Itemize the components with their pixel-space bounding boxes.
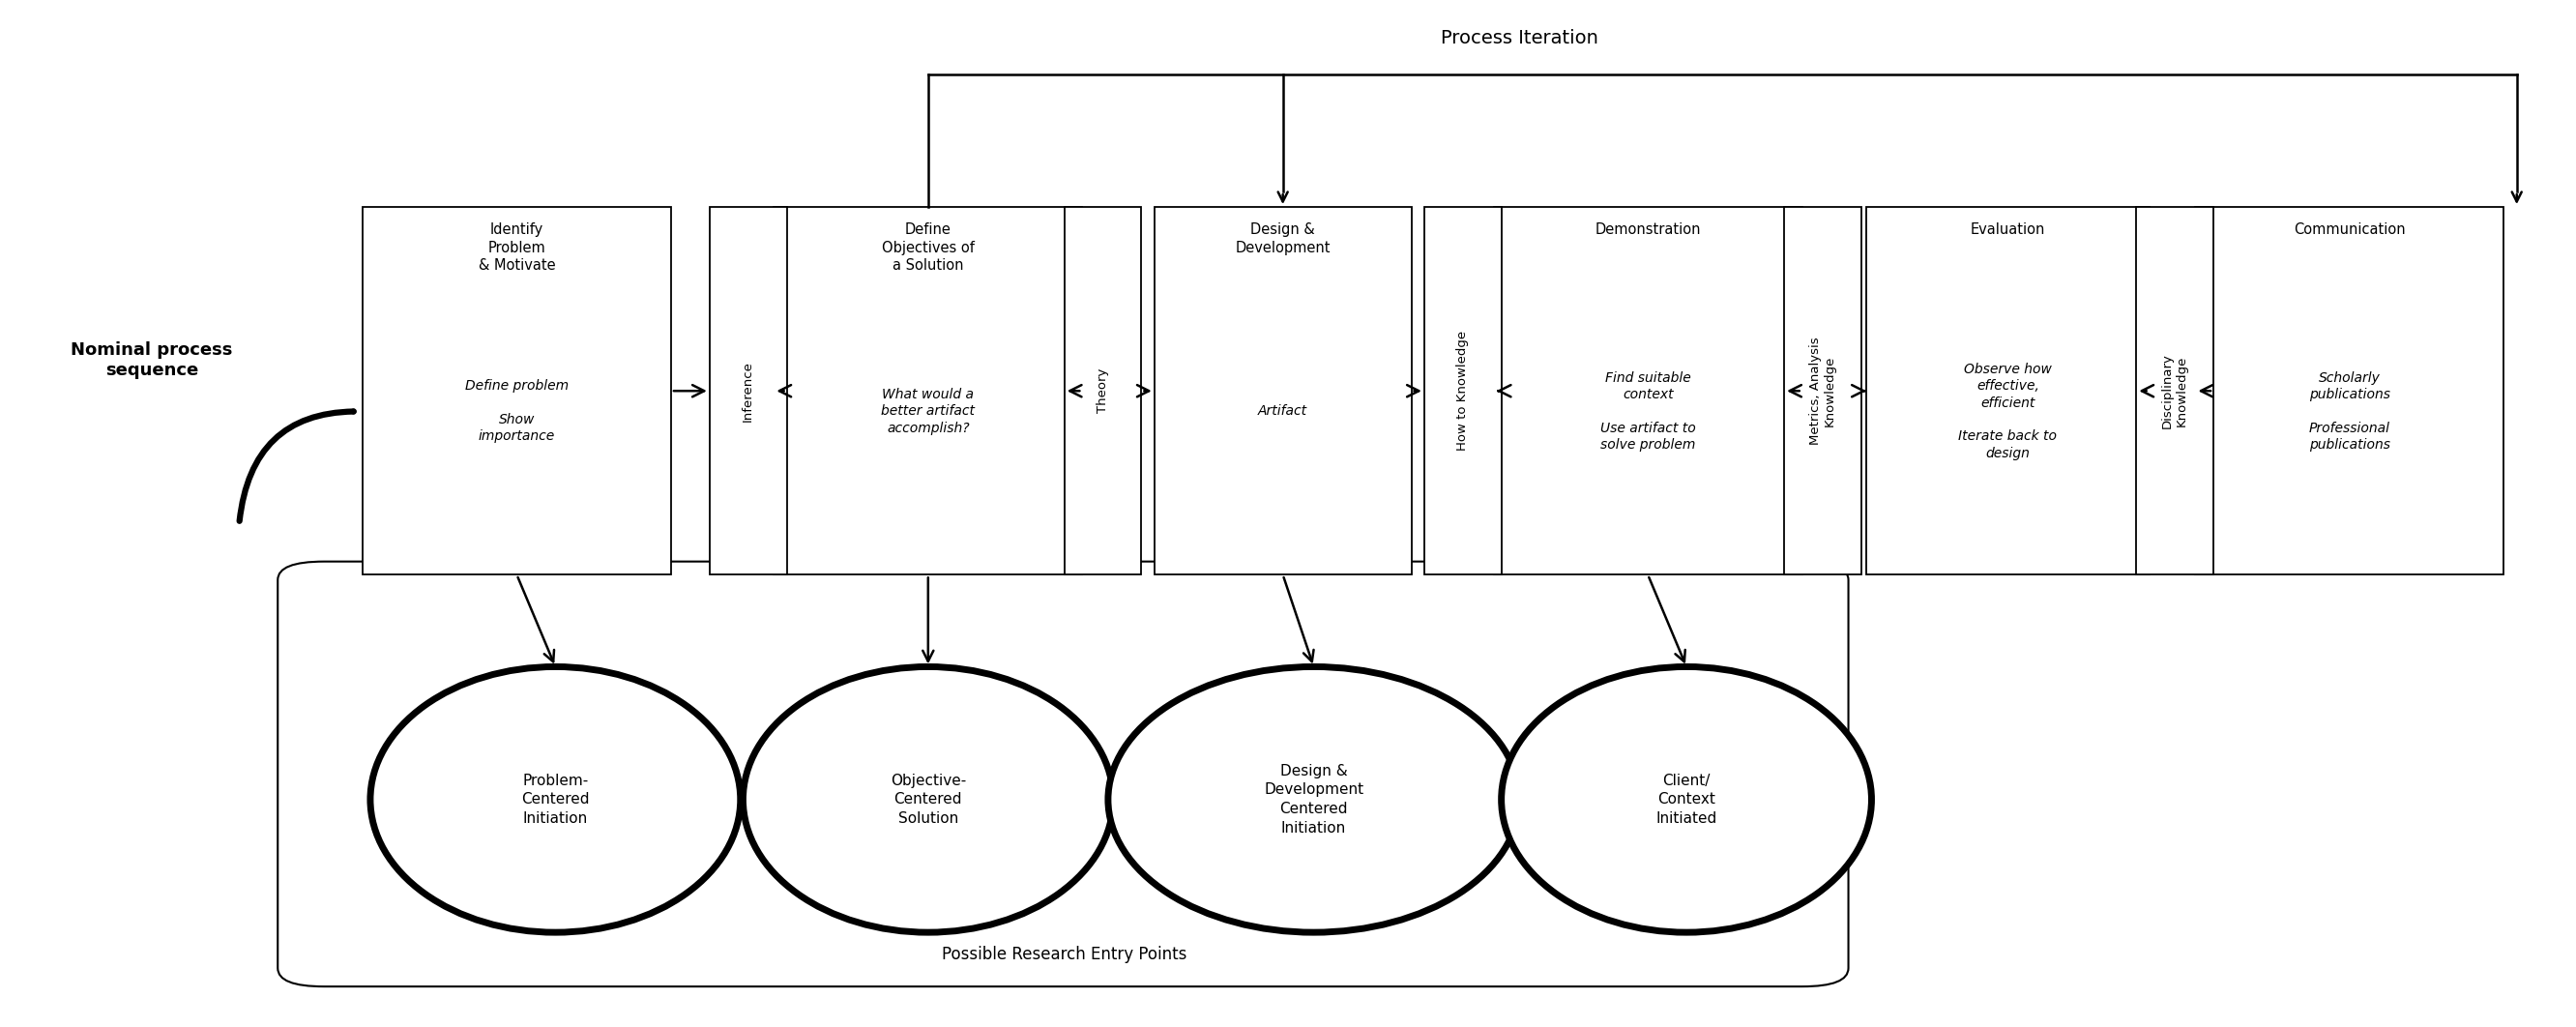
Bar: [1425, 207, 1502, 575]
Text: Communication: Communication: [2293, 222, 2406, 237]
Text: Define problem

Show
importance: Define problem Show importance: [466, 379, 569, 444]
Bar: [2195, 207, 2504, 575]
Text: Process Iteration: Process Iteration: [1440, 29, 1597, 47]
Bar: [1868, 207, 2148, 575]
FancyArrowPatch shape: [240, 412, 353, 521]
Text: Design &
Development
Centered
Initiation: Design & Development Centered Initiation: [1265, 764, 1363, 836]
Text: Problem-
Centered
Initiation: Problem- Centered Initiation: [520, 773, 590, 826]
Text: Artifact: Artifact: [1257, 405, 1309, 418]
Ellipse shape: [1502, 667, 1873, 933]
FancyBboxPatch shape: [278, 562, 1850, 987]
Text: Inference: Inference: [742, 360, 755, 421]
Bar: [1785, 207, 1862, 575]
Text: What would a
better artifact
accomplish?: What would a better artifact accomplish?: [881, 388, 974, 434]
Text: Metrics, Analysis
Knowledge: Metrics, Analysis Knowledge: [1808, 337, 1837, 445]
Text: Nominal process
sequence: Nominal process sequence: [72, 342, 232, 379]
Text: Define
Objectives of
a Solution: Define Objectives of a Solution: [881, 222, 974, 273]
Text: Observe how
effective,
efficient

Iterate back to
design: Observe how effective, efficient Iterate…: [1958, 363, 2058, 460]
Bar: [1154, 207, 1412, 575]
Bar: [2136, 207, 2213, 575]
Ellipse shape: [742, 667, 1113, 933]
Text: Identify
Problem
& Motivate: Identify Problem & Motivate: [479, 222, 556, 273]
Text: Design &
Development: Design & Development: [1236, 222, 1329, 255]
Text: Scholarly
publications

Professional
publications: Scholarly publications Professional publ…: [2308, 371, 2391, 452]
Text: Evaluation: Evaluation: [1971, 222, 2045, 237]
Text: Possible Research Entry Points: Possible Research Entry Points: [943, 946, 1188, 963]
Ellipse shape: [371, 667, 739, 933]
Text: Client/
Context
Initiated: Client/ Context Initiated: [1656, 773, 1718, 826]
Bar: [708, 207, 786, 575]
Text: Disciplinary
Knowledge: Disciplinary Knowledge: [2161, 353, 2190, 428]
Text: Theory: Theory: [1097, 369, 1110, 413]
Text: Demonstration: Demonstration: [1595, 222, 1700, 237]
Bar: [363, 207, 672, 575]
Bar: [1064, 207, 1141, 575]
Bar: [1494, 207, 1803, 575]
Text: How to Knowledge: How to Knowledge: [1455, 331, 1468, 451]
Text: Find suitable
context

Use artifact to
solve problem: Find suitable context Use artifact to so…: [1600, 371, 1695, 452]
Text: Objective-
Centered
Solution: Objective- Centered Solution: [891, 773, 966, 826]
Ellipse shape: [1108, 667, 1520, 933]
Bar: [773, 207, 1082, 575]
